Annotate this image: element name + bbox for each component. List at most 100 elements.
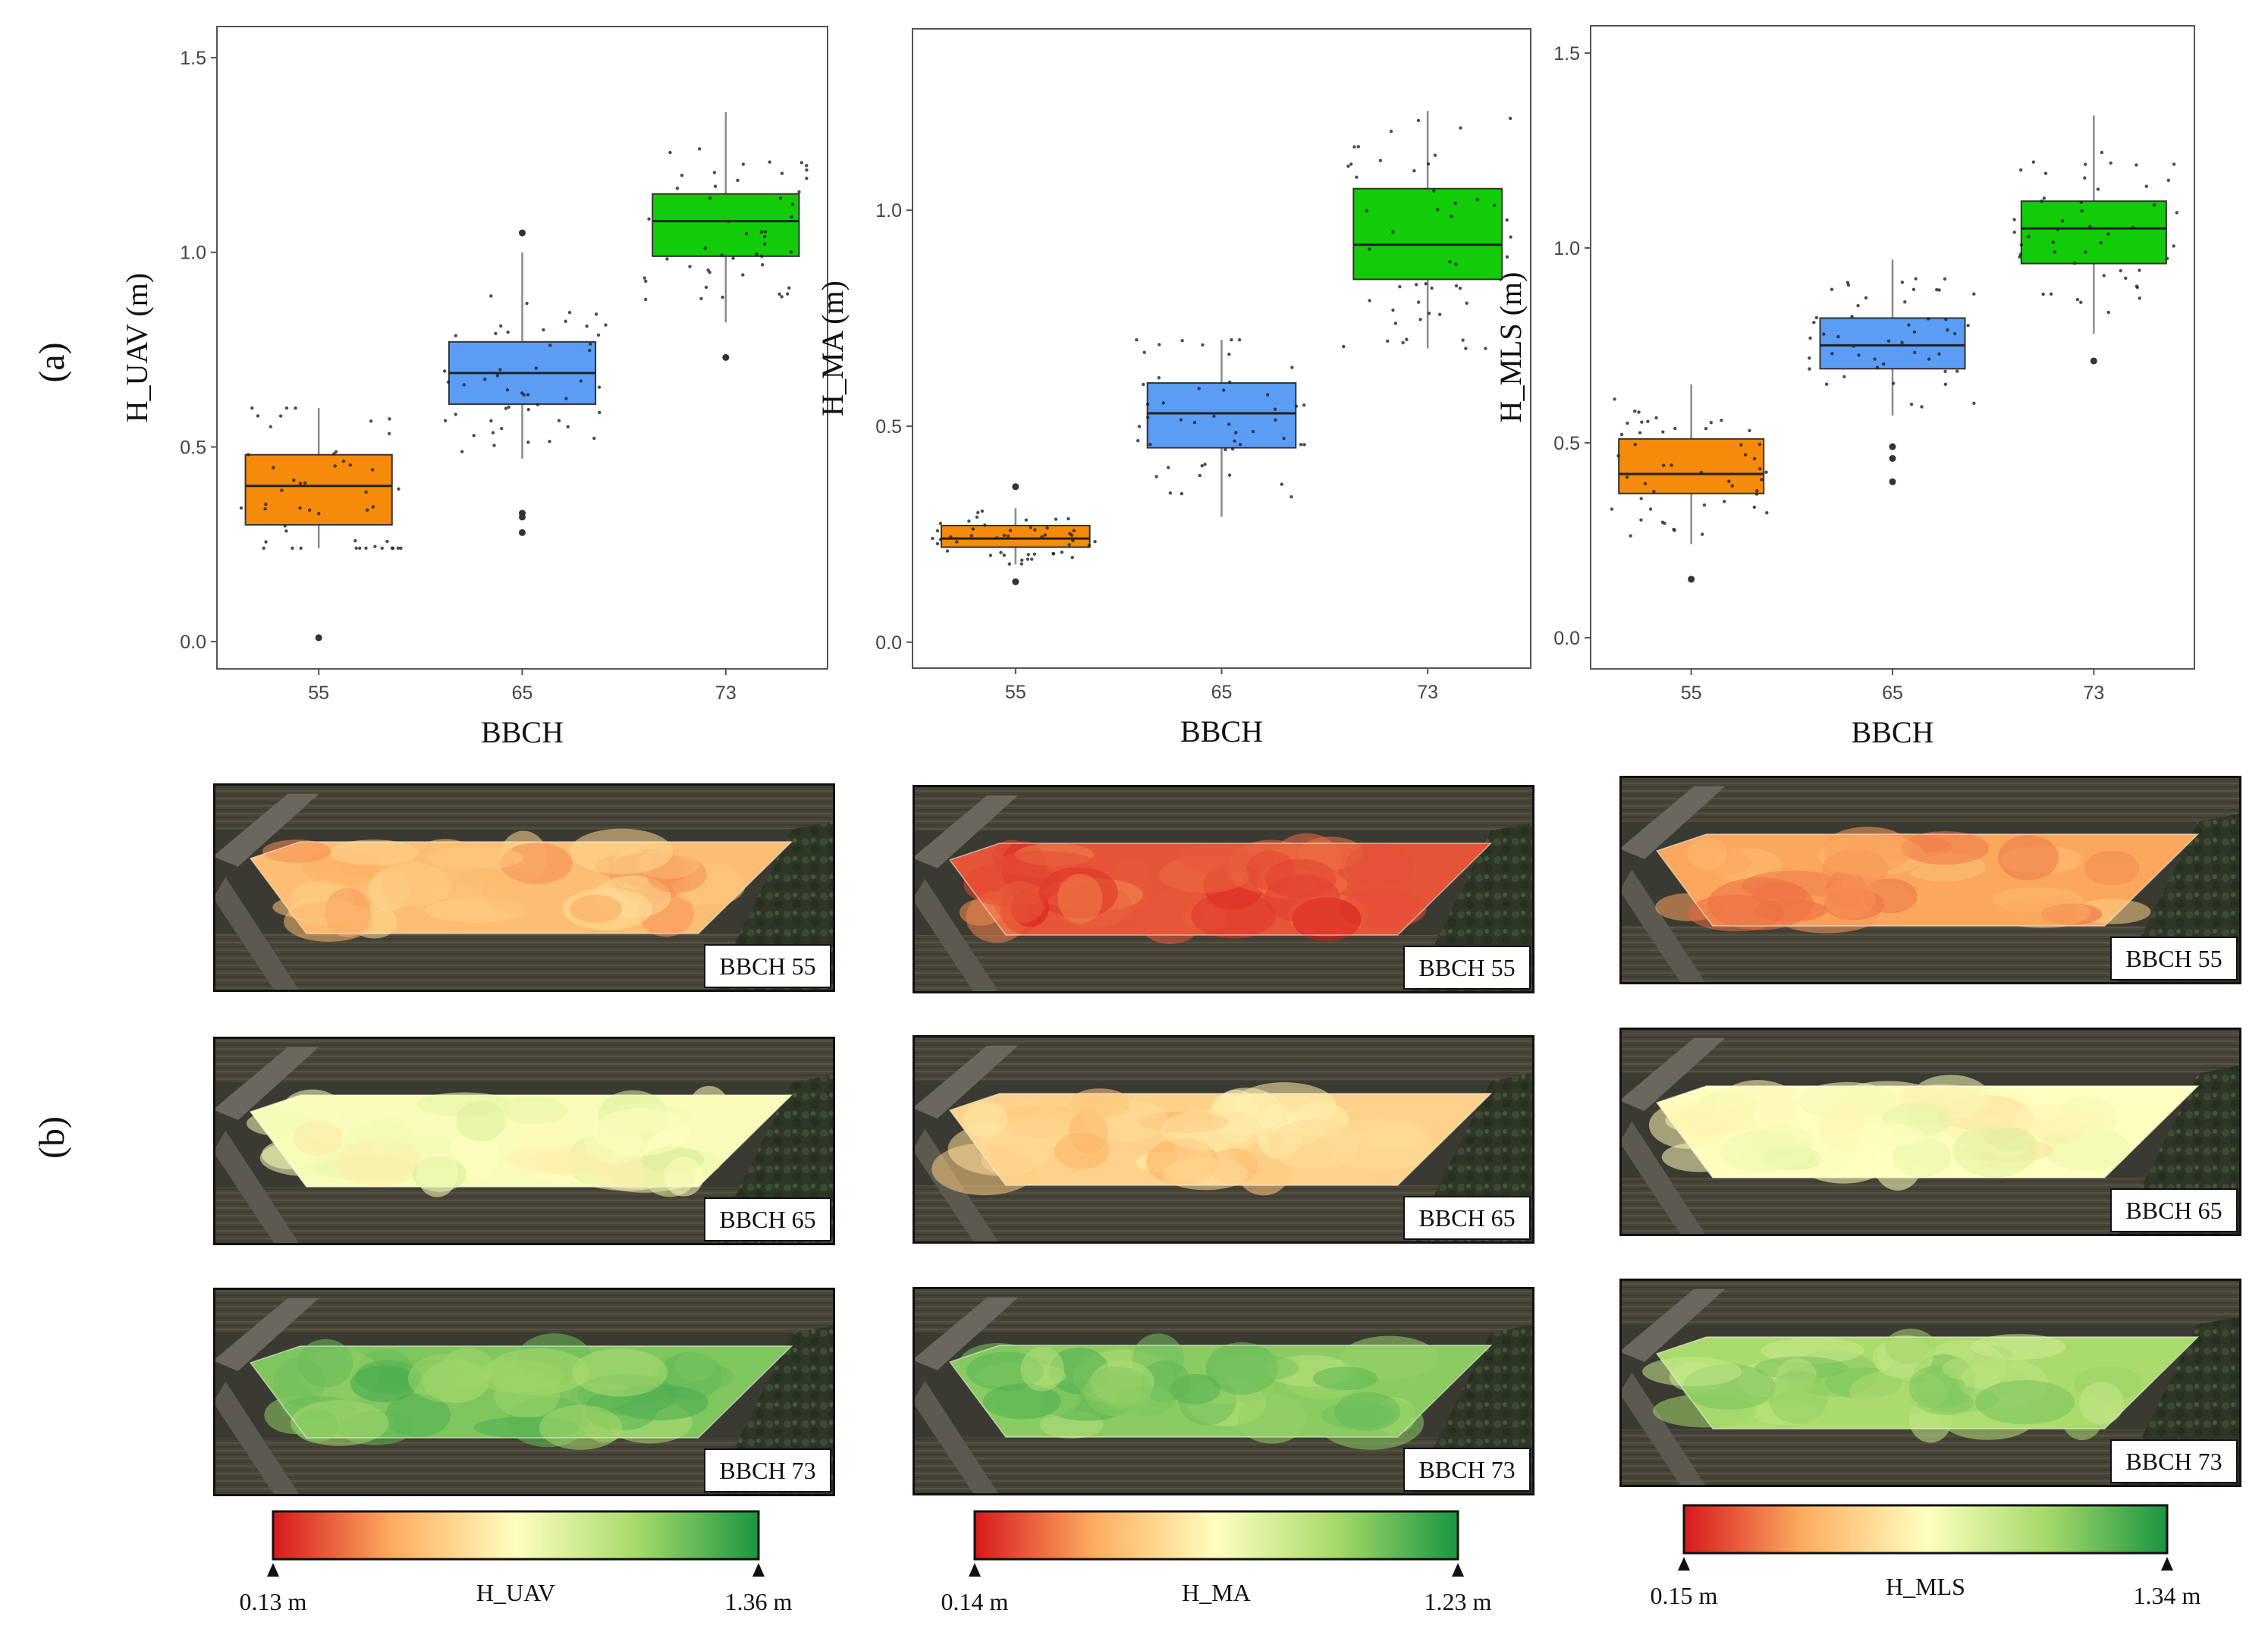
jitter-point — [1136, 438, 1140, 443]
jitter-point — [785, 292, 790, 296]
jitter-point — [1066, 516, 1070, 521]
jitter-point — [525, 301, 529, 306]
jitter-point — [699, 297, 703, 301]
height-patch — [570, 894, 622, 924]
height-patch — [1070, 1088, 1130, 1118]
height-patch — [1814, 1133, 1855, 1172]
x-tick-label: 65 — [1882, 683, 1903, 704]
boxplot-chart-3: 0.0 0.5 1.0 1.5 55 65 73 BBCH H_MLS (m) — [1494, 25, 2195, 749]
jitter-point — [2079, 200, 2084, 204]
jitter-point — [1850, 315, 1854, 319]
jitter-point — [604, 323, 608, 327]
outlier-point — [315, 634, 322, 642]
map-track — [213, 1130, 300, 1245]
jitter-point — [1830, 287, 1834, 291]
jitter-point — [1273, 407, 1277, 411]
jitter-point — [1652, 490, 1656, 494]
height-patch — [1884, 1329, 1937, 1365]
jitter-point — [2109, 161, 2113, 165]
jitter-point — [2166, 178, 2170, 183]
jitter-point — [443, 369, 447, 373]
jitter-point — [1365, 209, 1368, 213]
jitter-point — [780, 295, 784, 299]
field-outline — [1655, 1085, 2200, 1178]
jitter-point — [2119, 268, 2122, 273]
jitter-point — [789, 250, 793, 254]
jitter-point — [1142, 382, 1145, 387]
height-patch — [570, 828, 674, 874]
x-tick-label: 65 — [1211, 682, 1233, 703]
height-patch — [1707, 877, 1814, 930]
jitter-point — [2138, 268, 2141, 272]
jitter-point — [1758, 442, 1762, 447]
jitter-point — [1448, 260, 1452, 264]
jitter-point — [1625, 475, 1629, 479]
field-outline — [249, 841, 793, 934]
height-patch — [1326, 1117, 1433, 1172]
map-road — [213, 1298, 319, 1371]
jitter-point — [1505, 255, 1509, 259]
jitter-point — [1302, 403, 1306, 407]
jitter-point — [1613, 397, 1616, 401]
jitter-point — [1619, 432, 1624, 437]
jitter-point — [2049, 292, 2053, 296]
jitter-point — [1040, 535, 1044, 539]
height-patch — [1862, 878, 1918, 914]
jitter-point — [1461, 338, 1465, 342]
jitter-point — [1168, 491, 1173, 495]
height-patch — [494, 1373, 561, 1418]
jitter-point — [1157, 376, 1161, 380]
height-patch — [1661, 1141, 1738, 1172]
jitter-point — [1966, 323, 1970, 328]
jitter-point — [1203, 463, 1207, 466]
jitter-point — [1224, 447, 1227, 452]
jitter-point — [1822, 332, 1826, 336]
field-outline — [948, 1093, 1493, 1186]
map-field-top — [1619, 776, 2241, 822]
jitter-point — [1914, 277, 1918, 281]
jitter-point — [1873, 357, 1877, 361]
colorbar-max-marker — [752, 1563, 765, 1577]
jitter-point — [797, 190, 801, 194]
box-55 — [941, 525, 1091, 548]
height-patch — [2013, 1103, 2107, 1136]
y-tick-label: 0.5 — [875, 416, 902, 438]
colorbar-max-marker — [1452, 1563, 1464, 1577]
outlier-point — [1889, 443, 1896, 450]
jitter-point — [1230, 337, 1233, 342]
jitter-point — [1389, 129, 1393, 133]
jitter-point — [1907, 323, 1911, 327]
panel-label-a: (a) — [32, 342, 72, 382]
jitter-point — [1006, 534, 1010, 538]
map-field-top — [213, 783, 835, 830]
jitter-point — [1758, 467, 1762, 471]
jitter-point — [1661, 430, 1665, 434]
outlier-point — [2090, 357, 2097, 365]
jitter-point — [1730, 484, 1734, 488]
jitter-point — [2080, 209, 2084, 213]
jitter-point — [1660, 520, 1665, 524]
jitter-point — [1067, 543, 1071, 547]
jitter-point — [1433, 153, 1437, 157]
jitter-point — [668, 150, 672, 155]
jitter-point — [1032, 552, 1037, 556]
jitter-point — [1405, 337, 1409, 341]
jitter-point — [1212, 414, 1216, 419]
jitter-point — [548, 439, 551, 444]
jitter-point — [1765, 511, 1769, 515]
stage-label: BBCH 65 — [719, 1206, 815, 1233]
jitter-point — [280, 488, 284, 492]
jitter-point — [790, 202, 795, 206]
jitter-point — [1398, 284, 1402, 289]
height-patch — [1901, 831, 1990, 865]
jitter-point — [358, 546, 362, 551]
map-frame — [913, 1035, 1535, 1244]
height-patch — [2079, 1382, 2125, 1425]
height-patch — [963, 1102, 1009, 1138]
jitter-point — [1505, 218, 1509, 222]
x-tick-label: 73 — [1417, 682, 1438, 703]
jitter-point — [2172, 244, 2175, 248]
jitter-point — [1416, 118, 1421, 122]
jitter-point — [1233, 439, 1236, 443]
jitter-point — [472, 434, 476, 438]
